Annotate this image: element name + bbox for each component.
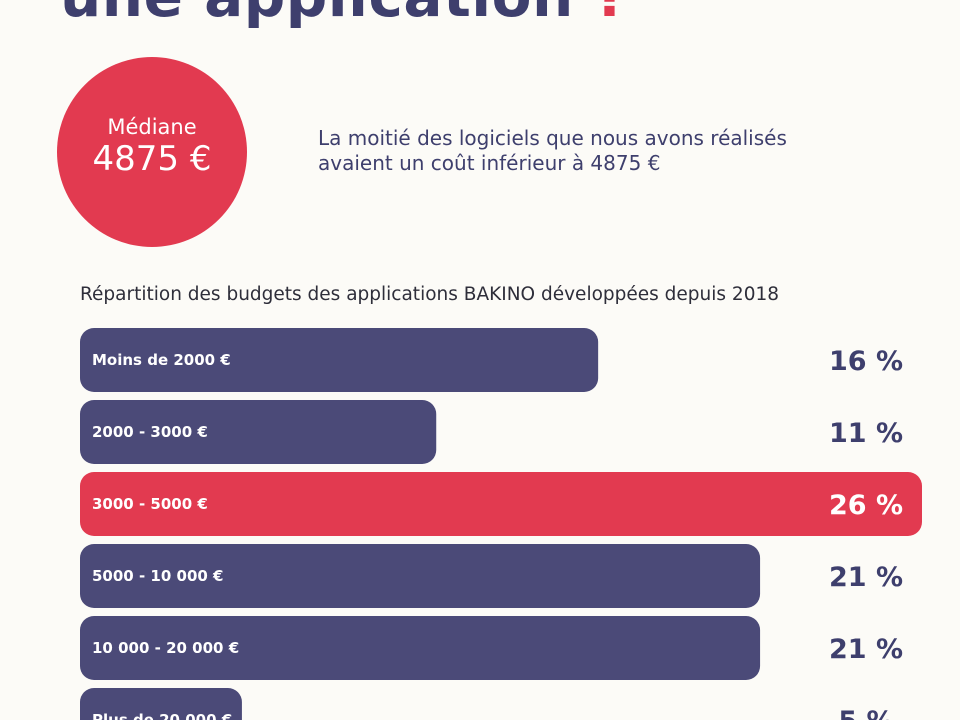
bar-category-label: 3000 - 5000 €	[92, 495, 208, 513]
bar-value-label: 11 %	[829, 418, 903, 449]
median-description-line-1: La moitié des logiciels que nous avons r…	[318, 126, 787, 150]
bar	[80, 688, 242, 720]
bar-category-label: Plus de 20 000 €	[92, 711, 232, 720]
bar-group: Plus de 20 000 € 5 %	[80, 688, 894, 720]
bar-category-label: 10 000 - 20 000 €	[92, 639, 239, 657]
bar-value-label: 21 %	[829, 562, 903, 593]
page-title: une application ?	[60, 0, 629, 30]
bar-category-label: Moins de 2000 €	[92, 351, 231, 369]
bar	[80, 400, 437, 464]
bar-value-label: 16 %	[829, 346, 903, 377]
bar-group: 2000 - 3000 € 11 %	[80, 400, 903, 464]
page-title-text: une application	[60, 0, 574, 30]
chart-title: Répartition des budgets des applications…	[80, 284, 779, 305]
bar-category-label: 5000 - 10 000 €	[92, 567, 223, 585]
bar-value-label: 21 %	[829, 634, 903, 665]
median-description-line-2: avaient un coût inférieur à 4875 €	[318, 151, 661, 175]
bar	[80, 328, 599, 392]
bar-group: 5000 - 10 000 € 21 %	[80, 544, 903, 608]
bar	[80, 544, 761, 608]
bar-group: Moins de 2000 € 16 %	[80, 328, 903, 392]
median-label: Médiane	[107, 115, 197, 139]
median-value: 4875 €	[92, 139, 212, 179]
bar	[80, 616, 761, 680]
bar-value-label: 5 %	[838, 706, 893, 720]
bar-category-label: 2000 - 3000 €	[92, 423, 208, 441]
median-badge: Médiane 4875 €	[57, 57, 247, 247]
bar-value-label: 26 %	[829, 490, 903, 521]
bar-group: 3000 - 5000 € 26 %	[80, 472, 922, 536]
title-question-mark: ?	[595, 0, 629, 30]
bar-group: 10 000 - 20 000 € 21 %	[80, 616, 903, 680]
median-description: La moitié des logiciels que nous avons r…	[318, 126, 918, 176]
bar	[80, 472, 922, 536]
